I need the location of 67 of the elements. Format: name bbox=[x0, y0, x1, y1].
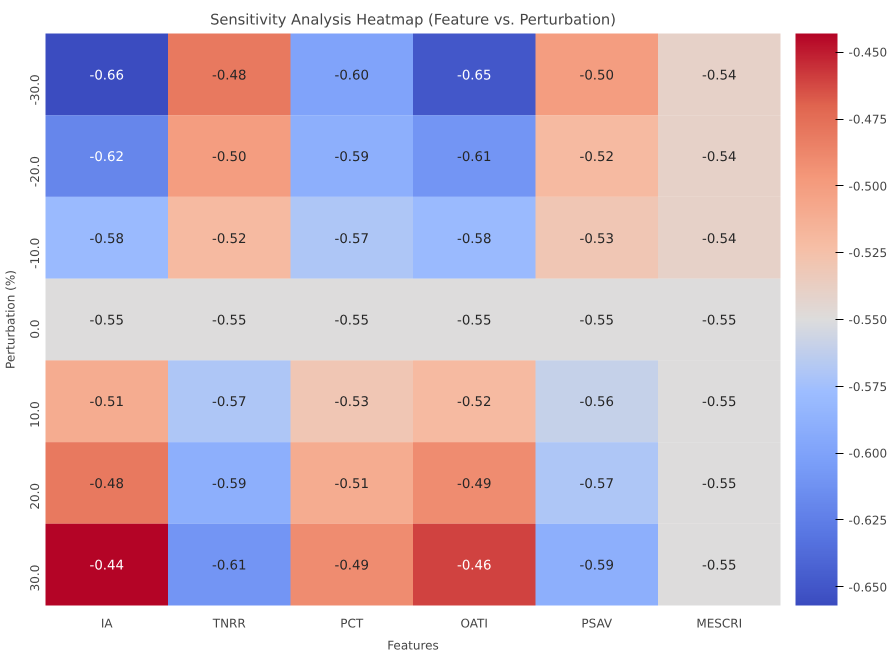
data-label: -0.49 bbox=[457, 476, 492, 492]
data-label: -0.66 bbox=[90, 68, 124, 84]
data-label: -0.55 bbox=[702, 558, 737, 574]
color-bar-label: -0.475 bbox=[848, 112, 888, 127]
data-label: -0.59 bbox=[334, 150, 370, 166]
color-bar-label: -0.450 bbox=[848, 46, 888, 60]
data-label: -0.52 bbox=[457, 395, 492, 410]
x-axis-title: Features bbox=[387, 638, 439, 652]
data-label: -0.50 bbox=[212, 150, 247, 166]
color-bar-label: -0.525 bbox=[848, 246, 888, 260]
x-tick-label: TNRR bbox=[212, 616, 246, 630]
data-label: -0.53 bbox=[334, 395, 370, 410]
y-tick-label: 0.0 bbox=[28, 319, 42, 339]
data-label: -0.51 bbox=[90, 395, 124, 410]
data-label: -0.50 bbox=[580, 68, 614, 84]
data-label: -0.55 bbox=[702, 314, 737, 328]
data-label: -0.49 bbox=[334, 558, 370, 574]
data-label: -0.51 bbox=[334, 476, 370, 492]
data-label: -0.55 bbox=[702, 476, 737, 492]
data-label: -0.60 bbox=[334, 68, 370, 84]
data-label: -0.61 bbox=[457, 150, 492, 166]
data-label: -0.61 bbox=[212, 558, 247, 574]
data-label: -0.55 bbox=[702, 395, 737, 410]
data-label: -0.52 bbox=[212, 232, 247, 247]
data-label: -0.54 bbox=[702, 150, 737, 166]
data-label: -0.62 bbox=[90, 150, 124, 166]
x-tick-label: IA bbox=[100, 616, 114, 630]
color-bar-label: -0.650 bbox=[848, 580, 888, 594]
data-label: -0.55 bbox=[90, 314, 124, 328]
y-tick-label: 10.0 bbox=[28, 401, 42, 428]
data-label: -0.55 bbox=[457, 314, 492, 328]
data-label: -0.57 bbox=[212, 395, 247, 410]
data-label: -0.48 bbox=[90, 476, 124, 492]
data-label: -0.58 bbox=[457, 232, 492, 247]
chart-title: Sensitivity Analysis Heatmap (Feature vs. Perturbation) bbox=[210, 12, 616, 28]
color-bar-label: -0.500 bbox=[848, 179, 888, 194]
data-label: -0.59 bbox=[212, 476, 247, 492]
data-label: -0.55 bbox=[212, 314, 247, 328]
color-bar-label: -0.625 bbox=[848, 513, 888, 528]
color-bar-label: -0.600 bbox=[848, 446, 888, 461]
data-label: -0.55 bbox=[580, 314, 614, 328]
x-tick-label: OATI bbox=[460, 616, 488, 630]
data-label: -0.54 bbox=[702, 232, 737, 247]
color-bar-label: -0.550 bbox=[848, 313, 888, 327]
y-tick-label: 30.0 bbox=[28, 564, 42, 592]
y-tick-label: -20.0 bbox=[28, 156, 42, 188]
y-axis-title: Perturbation (%) bbox=[4, 270, 18, 369]
color-bar-label: -0.575 bbox=[848, 380, 888, 394]
data-label: -0.44 bbox=[90, 558, 124, 574]
data-label: -0.46 bbox=[457, 558, 492, 574]
x-tick-label: PSAV bbox=[581, 616, 613, 630]
data-label: -0.58 bbox=[90, 232, 124, 247]
y-tick-label: -30.0 bbox=[28, 74, 42, 106]
y-tick-label: 20.0 bbox=[28, 482, 42, 510]
data-label: -0.52 bbox=[580, 150, 614, 166]
data-label: -0.57 bbox=[580, 476, 614, 492]
data-label: -0.55 bbox=[334, 314, 370, 328]
data-label: -0.56 bbox=[580, 395, 614, 410]
data-label: -0.65 bbox=[457, 68, 492, 84]
data-label: -0.53 bbox=[580, 232, 614, 247]
data-label: -0.57 bbox=[334, 232, 370, 247]
data-label: -0.54 bbox=[702, 68, 737, 84]
data-label: -0.59 bbox=[580, 558, 614, 574]
y-tick-label: -10.0 bbox=[28, 238, 42, 269]
x-tick-label: MESCRI bbox=[696, 616, 742, 630]
data-label: -0.48 bbox=[212, 68, 247, 84]
x-tick-label: PCT bbox=[340, 616, 364, 630]
